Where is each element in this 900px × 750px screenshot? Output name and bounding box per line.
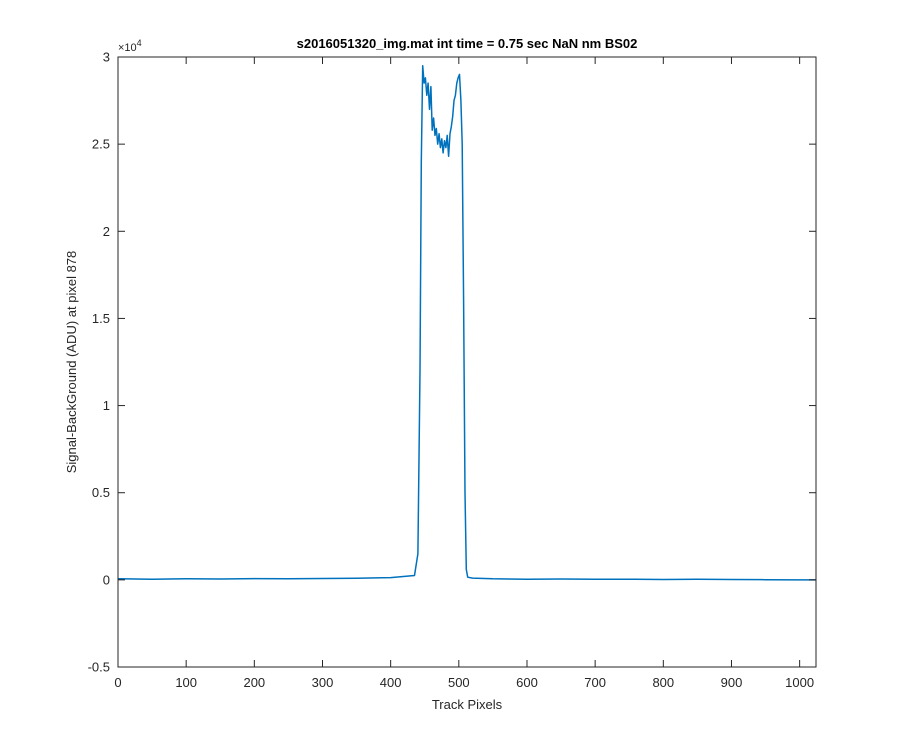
y-axis-exponent: ×104 <box>118 38 142 54</box>
series-line-0 <box>117 64 816 581</box>
tick-layer: 0 100 200 300 400 500 600 700 800 900 1000 -0.5 0 0.5… <box>88 50 816 690</box>
x-tick-label: 1000 <box>785 675 814 690</box>
y-tick-label: 0 <box>103 572 110 587</box>
x-tick-label: 400 <box>380 675 402 690</box>
x-tick-label: 700 <box>584 675 606 690</box>
axes-box <box>117 56 817 668</box>
x-tick-label: 300 <box>312 675 334 690</box>
x-axis-label: Track Pixels <box>432 697 503 712</box>
chart-title: s2016051320_img.mat int time = 0.75 sec … <box>297 36 638 51</box>
x-tick-label: 0 <box>114 675 121 690</box>
x-tick-label: 600 <box>516 675 538 690</box>
y-exponent-base: ×10 <box>118 42 137 54</box>
y-tick-label: 1 <box>103 398 110 413</box>
plot-area <box>118 57 816 667</box>
y-tick-label: 3 <box>103 50 110 65</box>
x-tick-label: 500 <box>448 675 470 690</box>
y-tick-label: 2.5 <box>92 137 110 152</box>
y-tick-label: -0.5 <box>88 660 110 675</box>
x-tick-label: 800 <box>652 675 674 690</box>
x-tick-label: 100 <box>175 675 197 690</box>
y-tick-label: 1.5 <box>92 311 110 326</box>
y-axis-label: Signal-BackGround (ADU) at pixel 878 <box>64 251 79 474</box>
y-tick-label: 0.5 <box>92 485 110 500</box>
y-exponent-power: 4 <box>137 38 142 48</box>
x-tick-label: 200 <box>243 675 265 690</box>
series-layer <box>117 64 816 581</box>
x-tick-label: 900 <box>721 675 743 690</box>
y-tick-label: 2 <box>103 224 110 239</box>
